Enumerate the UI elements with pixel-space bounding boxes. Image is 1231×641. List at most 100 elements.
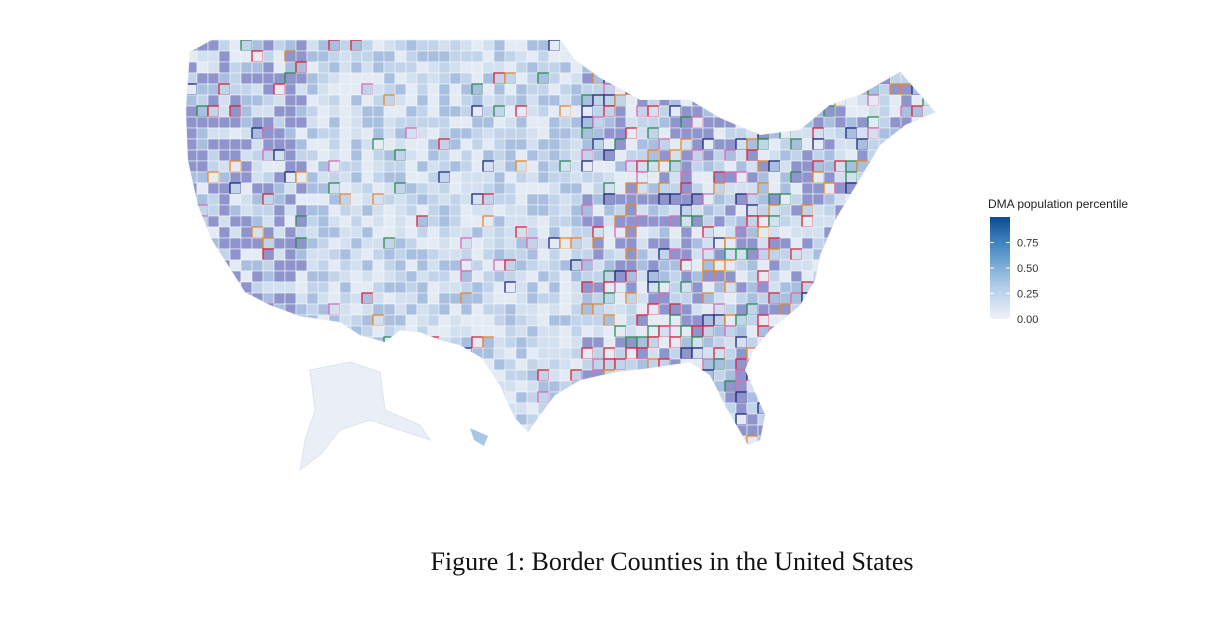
county [647,160,660,173]
county [845,204,858,217]
county [383,369,396,382]
county [680,61,693,74]
county [823,116,836,129]
county [186,50,198,63]
county [251,237,264,250]
county [262,50,275,63]
county [361,127,374,140]
county [735,281,748,294]
county [746,182,759,195]
county [548,94,561,107]
county [284,402,297,415]
county [218,182,231,195]
county [372,182,385,195]
county [658,325,671,338]
county [218,303,231,316]
county [449,336,462,349]
county [427,391,440,404]
county [427,182,440,195]
county [317,40,330,52]
county [889,391,902,404]
county [581,127,594,140]
county [911,171,924,184]
county [394,259,407,272]
county [306,193,319,206]
county [471,369,484,382]
county [603,347,616,360]
county [471,116,484,129]
county [823,105,836,118]
county [713,424,726,437]
county [504,160,517,173]
county [625,391,638,404]
county [548,358,561,371]
county [669,424,682,437]
county [878,226,891,239]
county [714,447,725,458]
county [735,380,748,393]
county [702,83,715,96]
county [416,61,429,74]
county [889,303,902,316]
county [867,281,880,294]
county [713,369,726,382]
county [878,40,891,52]
county [560,447,571,458]
county [625,226,638,239]
county [361,83,374,96]
county [735,94,748,107]
county [186,259,198,272]
county [834,259,847,272]
county [834,160,847,173]
county [801,325,814,338]
county [372,358,385,371]
county [526,72,539,85]
county [790,336,803,349]
county [812,292,825,305]
county [306,105,319,118]
county [724,204,737,217]
county [790,50,803,63]
county [240,160,253,173]
county [482,325,495,338]
county [372,347,385,360]
county [196,215,209,228]
county [889,171,902,184]
county [900,248,913,261]
county [636,50,649,63]
county [823,127,836,140]
county [746,281,759,294]
county [537,193,550,206]
county [273,281,286,294]
county [713,325,726,338]
county [317,193,330,206]
county [603,105,616,118]
county [493,72,506,85]
county [482,413,495,426]
county [427,138,440,151]
county [680,105,693,118]
county [889,138,902,151]
county [724,435,737,445]
county [526,237,539,250]
county [922,292,935,305]
county [548,325,561,338]
county [647,72,660,85]
county [680,204,693,217]
county [581,105,594,118]
county [570,303,583,316]
county [383,391,396,404]
county [284,40,297,52]
county [801,127,814,140]
county [625,281,638,294]
county [746,402,759,415]
county [526,303,539,316]
county [240,204,253,217]
county [537,226,550,239]
county [867,94,880,107]
county [218,402,231,415]
county [526,314,539,327]
county [526,127,539,140]
county [845,215,858,228]
county [262,325,275,338]
